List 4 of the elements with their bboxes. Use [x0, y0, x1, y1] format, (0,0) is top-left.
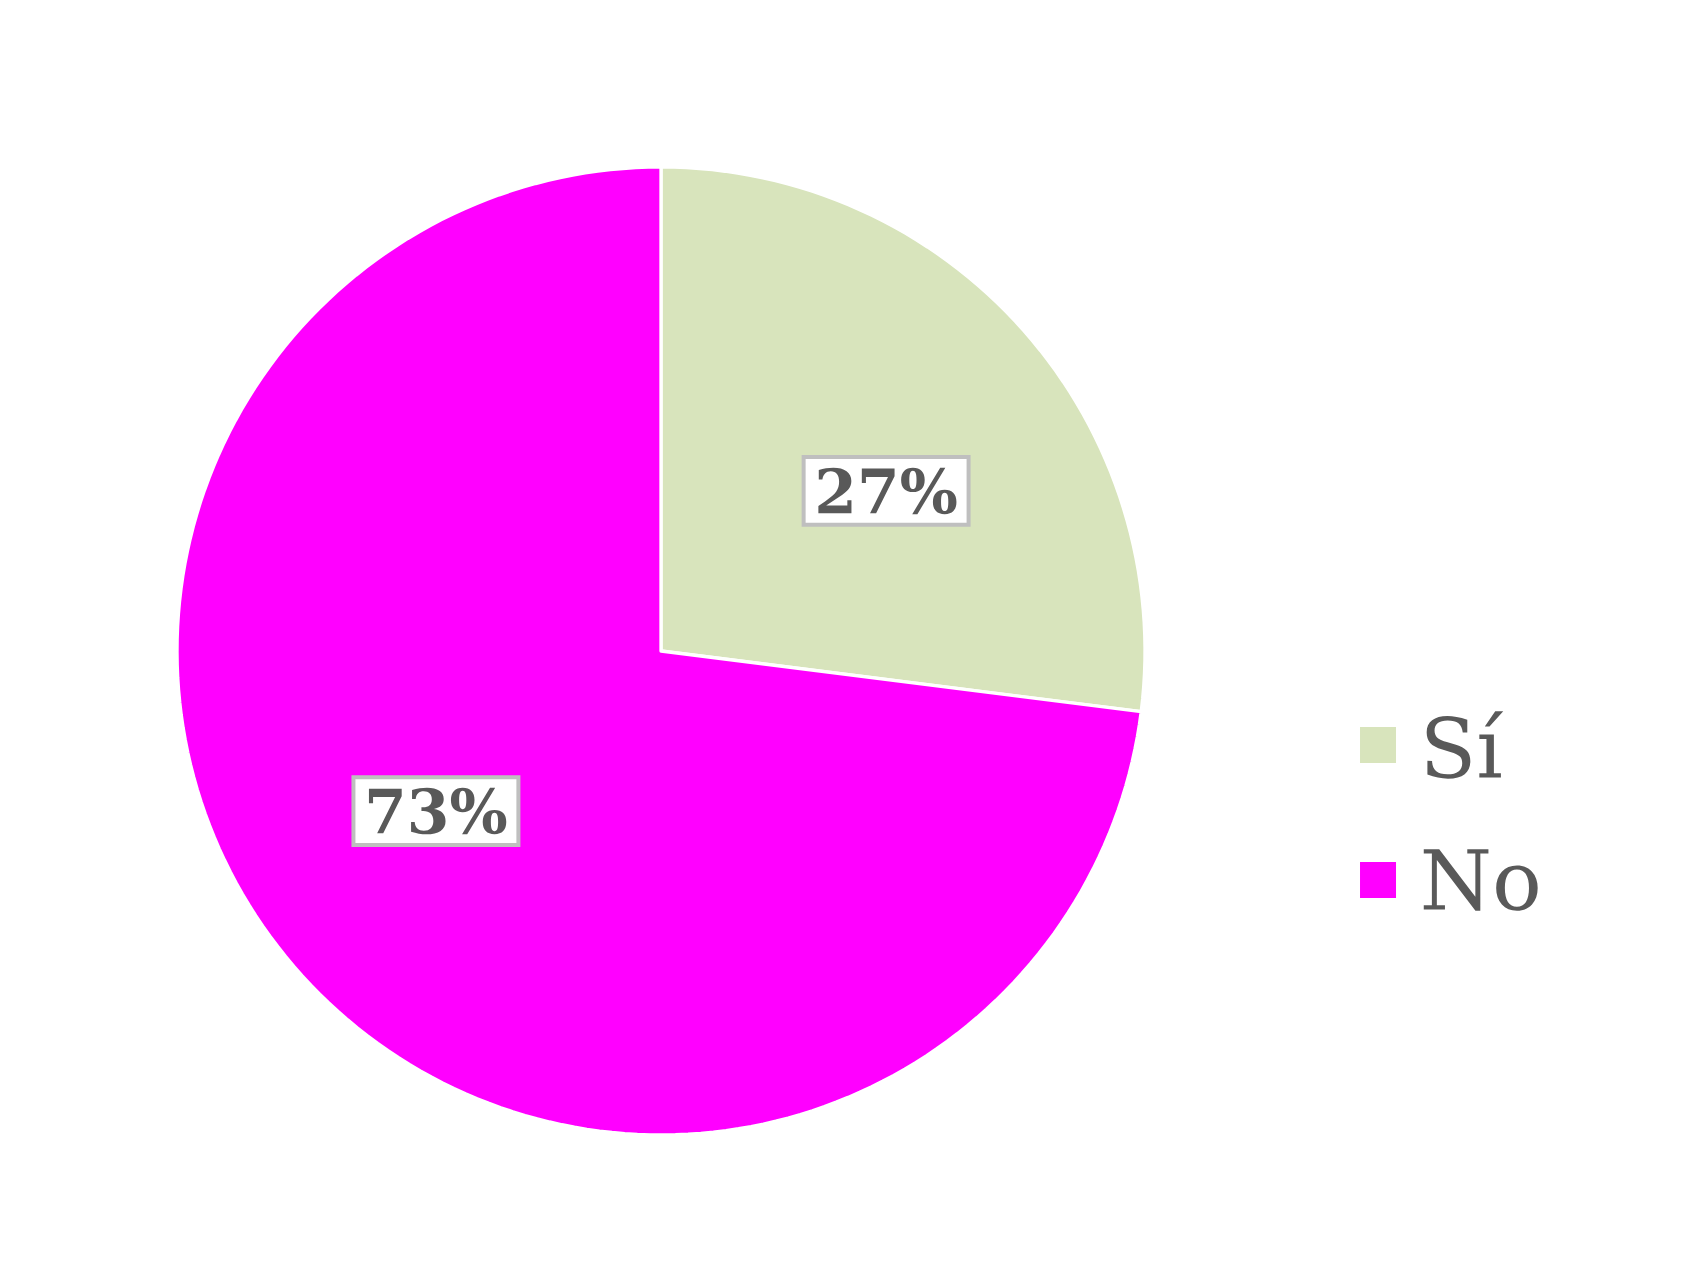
data-label: 73% [368, 787, 507, 835]
data-label: 27% [818, 467, 957, 515]
legend-label: No [1423, 849, 1538, 911]
legend-label: Sí [1426, 711, 1504, 779]
